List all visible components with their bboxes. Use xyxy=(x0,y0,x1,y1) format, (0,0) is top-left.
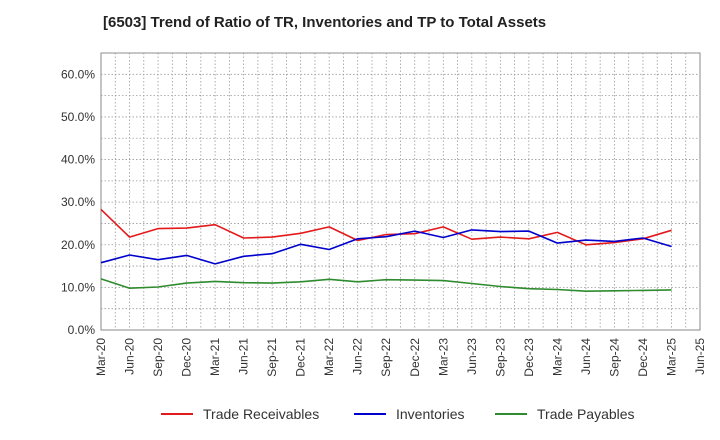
x-tick-label: Dec-23 xyxy=(522,338,536,377)
y-tick-label: 40.0% xyxy=(61,153,95,167)
trade-payables-line xyxy=(100,278,672,293)
x-tick-label: Sep-22 xyxy=(379,338,393,377)
x-tick-label: Jun-24 xyxy=(579,338,593,375)
x-tick-label: Mar-23 xyxy=(436,338,450,376)
x-tick-label: Jun-25 xyxy=(693,338,707,375)
y-tick-label: 10.0% xyxy=(61,280,95,294)
y-tick-label: 30.0% xyxy=(61,195,95,209)
x-tick-label: Jun-20 xyxy=(123,338,137,375)
x-tick-label: Dec-24 xyxy=(636,338,650,377)
y-tick-label: 0.0% xyxy=(68,323,96,337)
inventories-line xyxy=(100,229,672,265)
y-tick-label: 50.0% xyxy=(61,110,95,124)
x-tick-label: Dec-21 xyxy=(294,338,308,377)
x-tick-label: Mar-22 xyxy=(322,338,336,376)
legend-label-trade-receivables: Trade Receivables xyxy=(203,406,319,422)
chart-title: [6503] Trend of Ratio of TR, Inventories… xyxy=(103,14,547,31)
x-tick-label: Jun-23 xyxy=(465,338,479,375)
x-tick-label: Sep-23 xyxy=(493,338,507,377)
x-tick-label: Dec-20 xyxy=(180,338,194,377)
legend-label-trade-payables: Trade Payables xyxy=(537,406,635,422)
x-tick-label: Jun-22 xyxy=(351,338,365,375)
x-tick-label: Mar-25 xyxy=(664,338,678,376)
x-tick-label: Sep-21 xyxy=(265,338,279,377)
legend-label-inventories: Inventories xyxy=(396,406,464,422)
x-tick-label: Mar-24 xyxy=(550,338,564,376)
y-tick-label: 60.0% xyxy=(61,67,95,81)
x-tick-label: Mar-20 xyxy=(94,338,108,376)
x-tick-label: Jun-21 xyxy=(237,338,251,375)
x-tick-label: Dec-22 xyxy=(408,338,422,377)
x-tick-label: Mar-21 xyxy=(208,338,222,376)
x-tick-label: Sep-20 xyxy=(151,338,165,377)
y-tick-label: 20.0% xyxy=(61,238,95,252)
x-tick-label: Sep-24 xyxy=(607,338,621,377)
